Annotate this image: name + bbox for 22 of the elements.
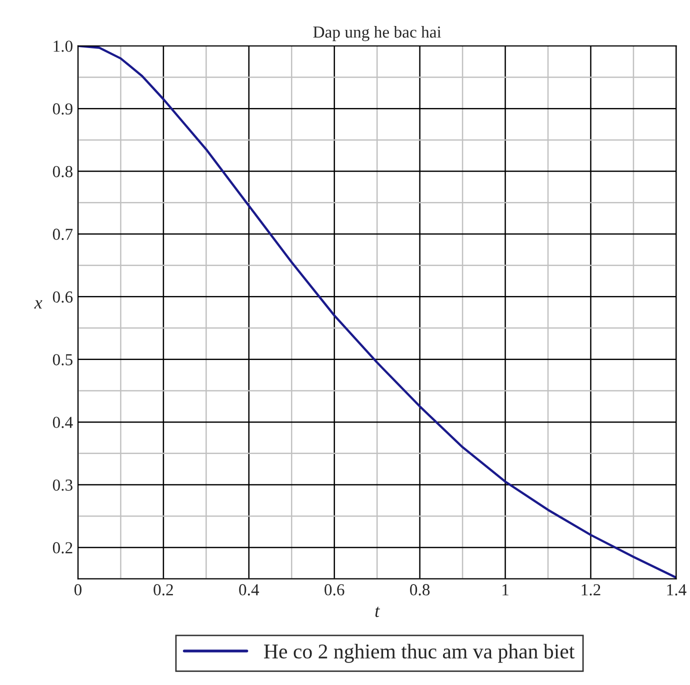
legend-label: He co 2 nghiem thuc am va phan biet <box>264 644 575 663</box>
y-tick-label: 0.3 <box>52 479 72 491</box>
x-tick-label: 0.4 <box>239 584 260 596</box>
x-tick-label: 1.4 <box>667 584 686 596</box>
x-tick-label: 1 <box>502 584 508 596</box>
y-tick-label: 0.7 <box>52 228 73 240</box>
x-tick-label: 0.8 <box>410 584 430 596</box>
chart-title: Dap ung he bac hai <box>313 26 442 42</box>
x-tick-label: 0.6 <box>324 584 344 596</box>
y-tick-label: 0.6 <box>52 291 73 303</box>
y-tick-label: 0.2 <box>52 542 72 554</box>
y-tick-label: 0.5 <box>52 354 72 366</box>
y-tick-label: 0.8 <box>52 166 72 178</box>
x-axis-title: t <box>375 606 380 618</box>
x-tick-label: 0.2 <box>154 584 173 596</box>
y-tick-label: 0.9 <box>52 103 72 115</box>
x-tick-label: 0 <box>74 584 82 596</box>
x-tick-label: 1.2 <box>582 584 600 596</box>
y-tick-label: 0.4 <box>52 416 73 428</box>
y-tick-label: 1.0 <box>54 40 72 52</box>
line-series <box>78 46 676 579</box>
y-axis-title: x <box>34 300 42 309</box>
